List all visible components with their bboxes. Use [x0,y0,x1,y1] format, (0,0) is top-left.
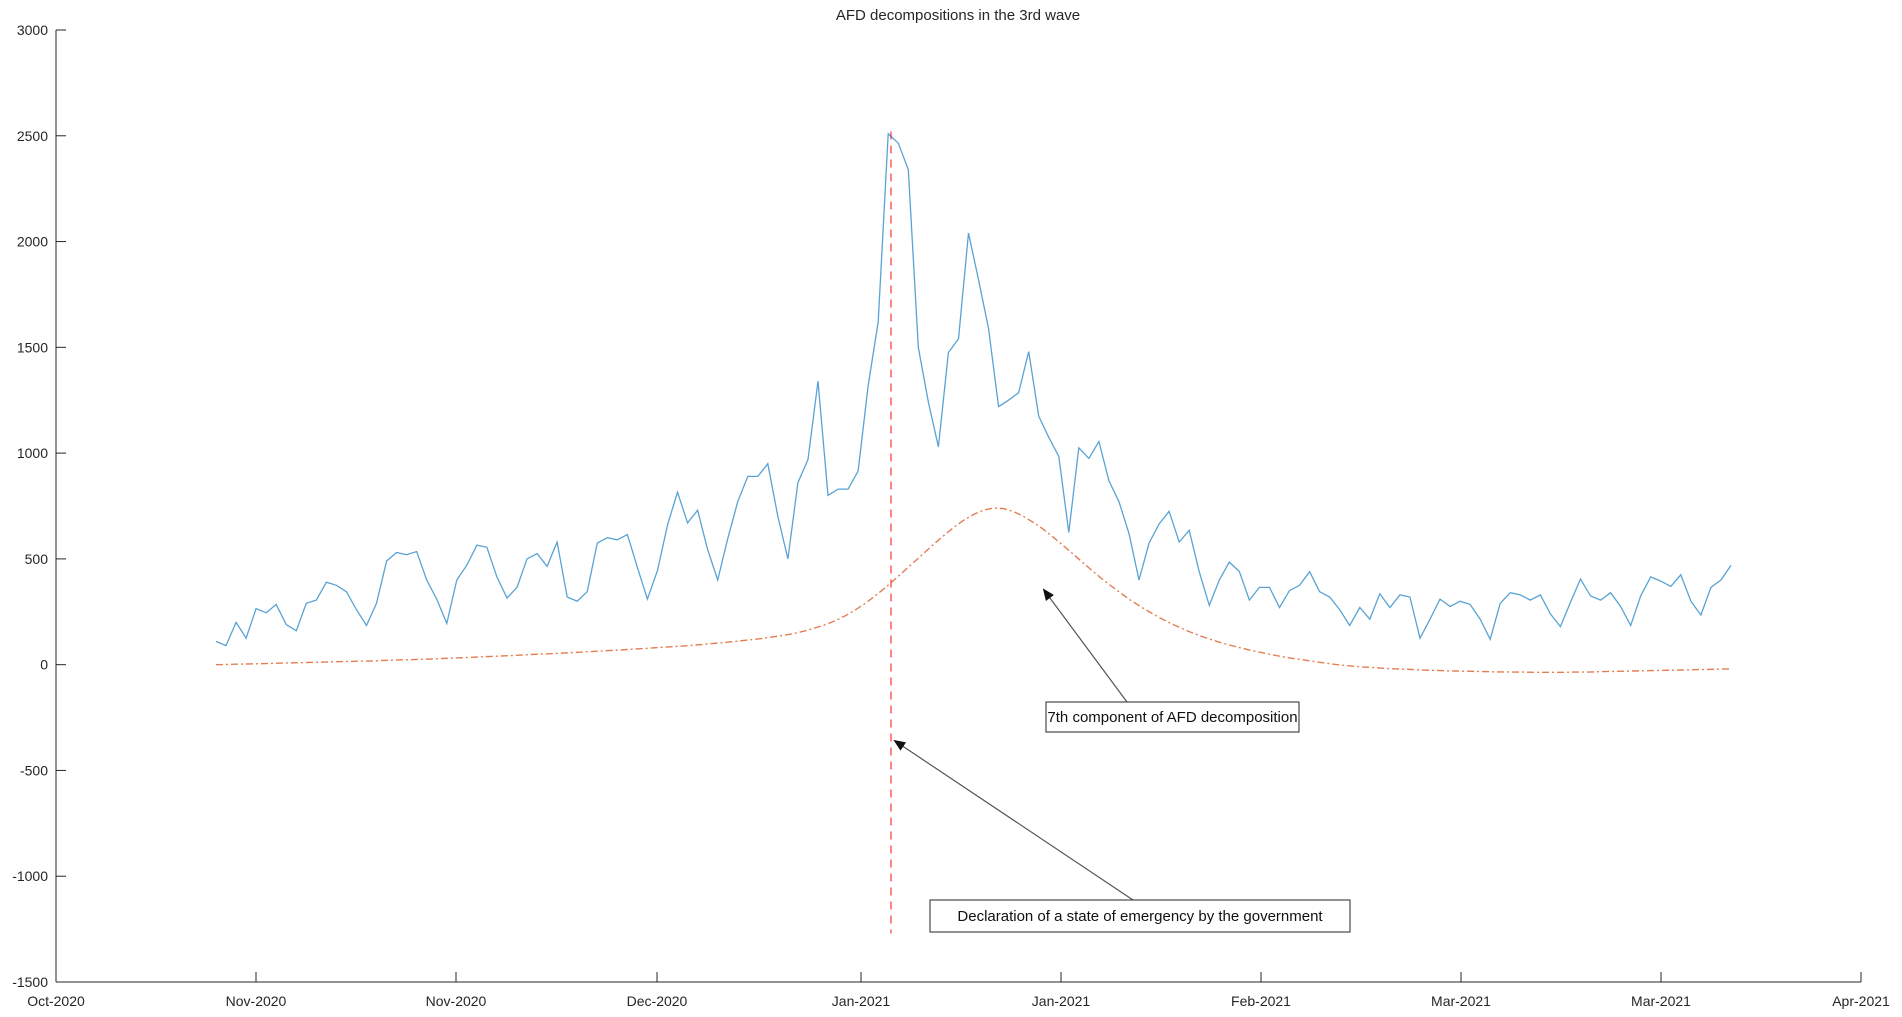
x-tick-label: Jan-2021 [832,993,891,1009]
y-tick-label: -1000 [12,868,48,884]
y-tick-label: 1000 [17,445,48,461]
annotation-state-of-emergency-text: Declaration of a state of emergency by t… [957,908,1323,925]
y-tick-label: -500 [20,762,48,778]
series-line-daily [215,132,1732,647]
x-tick-label: Mar-2021 [1431,993,1491,1009]
y-tick-label: 500 [25,551,49,567]
chart-title: AFD decompositions in the 3rd wave [836,7,1080,24]
annotation-group: 7th component of AFD decomposition Declar… [893,588,1351,933]
y-tick-label: -1500 [12,974,48,990]
y-tick-label: 0 [40,657,48,673]
series-line-afd-component [215,507,1732,673]
annotation-afd-component-box [1045,701,1300,733]
y-tick-label: 1500 [17,339,48,355]
x-tick-label: Feb-2021 [1231,993,1291,1009]
x-tick-label: Apr-2021 [1832,993,1890,1009]
x-tick-label: Oct-2020 [27,993,85,1009]
x-tick-label: Nov-2020 [226,993,287,1009]
annotation-afd-component-text: 7th component of AFD decomposition [1047,709,1297,726]
annotation-afd-component-arrow [1042,588,1128,703]
y-tick-label: 2000 [17,234,48,250]
annotation-state-of-emergency-box [929,899,1351,933]
y-tick-label: 2500 [17,128,48,144]
x-tick-label: Jan-2021 [1032,993,1091,1009]
x-tick-label: Nov-2020 [426,993,487,1009]
x-tick-label: Mar-2021 [1631,993,1691,1009]
x-tick-label: Dec-2020 [627,993,688,1009]
series-group [215,132,1732,673]
y-tick-label: 3000 [17,22,48,38]
axes: -1500 -1000 -500 0 500 1000 1500 2000 2500 3000 Oc… [12,22,1890,1009]
annotation-state-of-emergency-arrow [893,739,1134,901]
